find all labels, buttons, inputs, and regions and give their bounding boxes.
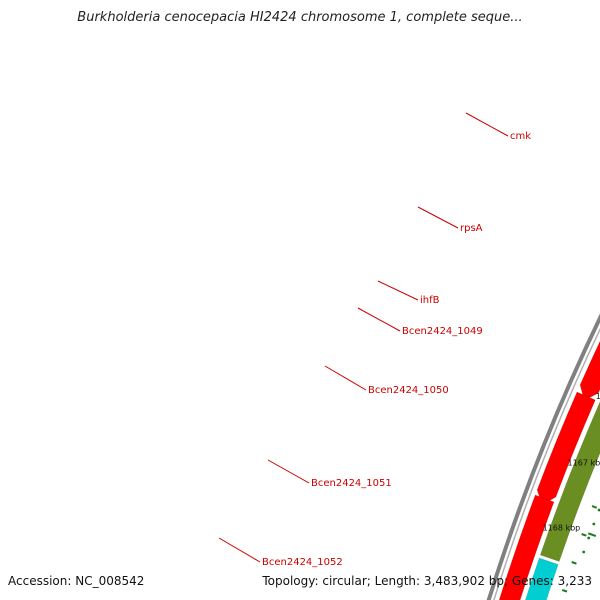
gene-label-Bcen2424_1052: Bcen2424_1052 xyxy=(262,557,343,568)
gene-feature-Bcen2424_1052 xyxy=(525,557,559,600)
cds-feature xyxy=(498,494,555,600)
accession-text: Accession: NC_008542 xyxy=(8,574,145,588)
scale-ticks: 1161 kbp1162 kbp1163 kbp1164 kbp1165 kbp… xyxy=(543,392,600,537)
feature-tracks xyxy=(498,340,600,600)
backbone-line-outer xyxy=(486,313,600,600)
gene-label-Bcen2424_1049: Bcen2424_1049 xyxy=(402,326,483,337)
inner-dash xyxy=(571,561,577,565)
gene-label-cmk: cmk xyxy=(510,131,531,142)
gene-feature-Bcen2424_1051 xyxy=(539,401,600,562)
inner-dash xyxy=(591,505,598,509)
gene-label-Bcen2424_1050: Bcen2424_1050 xyxy=(368,385,449,396)
backbone xyxy=(486,313,600,600)
gene-labels: cmk rpsA ihfB Bcen2424_1049 Bcen2424_1050 Bce… xyxy=(218,112,531,568)
inner-dash xyxy=(581,533,587,537)
scale-tick-mark xyxy=(587,532,597,537)
genome-summary-text: Topology: circular; Length: 3,483,902 bp… xyxy=(262,574,592,588)
gene-label-leader xyxy=(218,537,261,563)
gene-label-leader xyxy=(417,206,459,229)
backbone-line-inner xyxy=(493,327,600,600)
inner-dash xyxy=(561,589,568,593)
gene-label-ihfB: ihfB xyxy=(420,295,440,306)
gene-label-leader xyxy=(465,112,509,137)
scale-tick-label: 1168 kbp xyxy=(543,523,581,532)
scale-tick-label: 1167 kbp xyxy=(568,458,600,467)
cds-feature xyxy=(579,340,600,401)
gene-label-rpsA: rpsA xyxy=(460,223,483,234)
scale-tick-label: 1166 kbp xyxy=(596,392,600,401)
scale-dots xyxy=(561,505,600,593)
gene-label-leader xyxy=(357,307,401,332)
scale-dot xyxy=(592,522,596,526)
scale-dot xyxy=(587,536,591,540)
gene-label-leader xyxy=(377,280,419,301)
gene-label-Bcen2424_1051: Bcen2424_1051 xyxy=(311,478,392,489)
scale-dot xyxy=(597,508,600,512)
scale-dot xyxy=(582,550,586,554)
map-title: Burkholderia cenocepacia HI2424 chromoso… xyxy=(77,10,523,25)
gene-label-leader xyxy=(324,365,367,391)
gene-label-leader xyxy=(267,459,310,484)
